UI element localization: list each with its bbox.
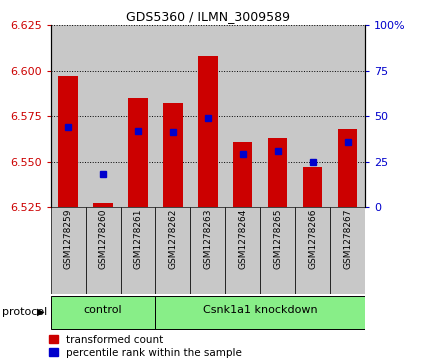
Bar (155, 207, 191, 294)
Bar (295, 207, 330, 294)
Bar (330, 207, 365, 294)
Text: GSM1278260: GSM1278260 (99, 209, 107, 269)
Bar (93, 203, 113, 207)
Bar (191, 25, 225, 207)
Bar (260, 207, 295, 294)
Bar (338, 129, 357, 207)
Title: GDS5360 / ILMN_3009589: GDS5360 / ILMN_3009589 (126, 10, 290, 23)
Bar (260, 25, 295, 207)
Bar (51, 25, 85, 207)
Bar (121, 25, 155, 207)
Bar (155, 25, 191, 207)
Bar (59, 76, 78, 207)
Bar (85, 25, 121, 207)
Text: control: control (84, 305, 122, 315)
Bar (303, 167, 323, 207)
Bar (233, 142, 253, 207)
Legend: transformed count, percentile rank within the sample: transformed count, percentile rank withi… (49, 335, 242, 358)
Bar (85, 207, 121, 294)
Text: GSM1278267: GSM1278267 (343, 209, 352, 269)
Bar (330, 25, 365, 207)
Bar (121, 207, 155, 294)
Text: GSM1278265: GSM1278265 (273, 209, 282, 269)
Bar (128, 98, 147, 207)
Text: Csnk1a1 knockdown: Csnk1a1 knockdown (203, 305, 318, 315)
Bar (225, 25, 260, 207)
Text: GSM1278259: GSM1278259 (63, 209, 73, 269)
Text: GSM1278263: GSM1278263 (203, 209, 213, 269)
Bar (51, 296, 155, 329)
Text: protocol: protocol (2, 307, 48, 317)
Bar (225, 207, 260, 294)
Text: GSM1278266: GSM1278266 (308, 209, 317, 269)
Bar (191, 207, 225, 294)
Bar (295, 25, 330, 207)
Text: GSM1278261: GSM1278261 (133, 209, 143, 269)
Bar (163, 103, 183, 207)
Text: GSM1278264: GSM1278264 (238, 209, 247, 269)
Bar (268, 138, 287, 207)
Bar (198, 56, 217, 207)
Text: GSM1278262: GSM1278262 (169, 209, 177, 269)
Bar (51, 207, 85, 294)
Text: ▶: ▶ (37, 307, 45, 317)
Bar (155, 296, 365, 329)
